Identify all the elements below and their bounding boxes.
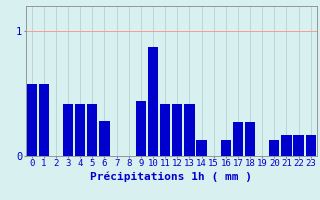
Bar	[27, 84, 37, 156]
Bar	[87, 104, 98, 156]
Bar	[233, 122, 243, 156]
Bar	[75, 104, 85, 156]
Bar	[221, 140, 231, 156]
Bar	[39, 84, 49, 156]
Bar	[245, 122, 255, 156]
Bar	[269, 140, 279, 156]
Bar	[281, 135, 292, 156]
Bar	[160, 104, 170, 156]
Bar	[172, 104, 182, 156]
Bar	[148, 47, 158, 156]
Bar	[184, 104, 195, 156]
Bar	[136, 101, 146, 156]
Bar	[63, 104, 73, 156]
Bar	[306, 135, 316, 156]
Bar	[293, 135, 304, 156]
Bar	[196, 140, 207, 156]
Bar	[99, 121, 110, 156]
X-axis label: Précipitations 1h ( mm ): Précipitations 1h ( mm )	[90, 171, 252, 182]
